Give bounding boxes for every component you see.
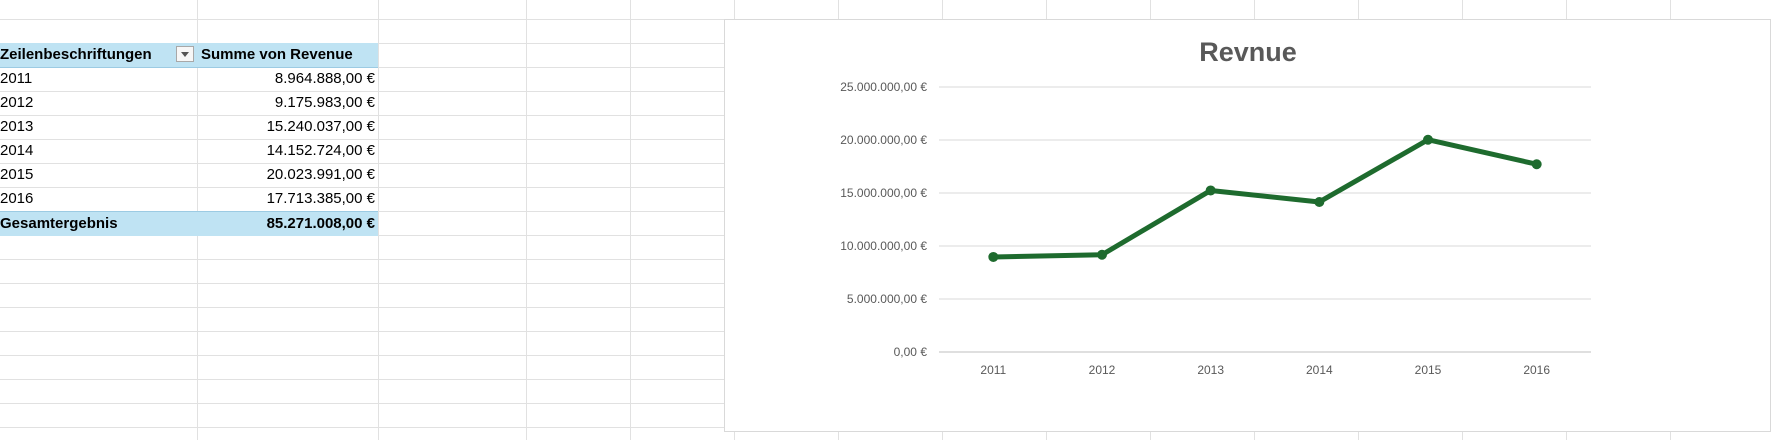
y-tick-label: 15.000.000,00 € [840,186,927,200]
pivot-row: 2013 15.240.037,00 € [0,115,378,139]
chevron-down-icon [181,52,189,57]
y-tick-label: 10.000.000,00 € [840,239,927,253]
pivot-header-row: Zeilenbeschriftungen Summe von Revenue [0,43,378,68]
data-point [1314,196,1325,207]
x-tick-label: 2013 [1197,363,1224,377]
pivot-row-label[interactable]: 2016 [0,190,34,207]
y-tick-label: 0,00 € [894,345,928,359]
pivot-row-value[interactable]: 15.240.037,00 € [266,118,375,135]
chart-plot: Revnue 0,00 € 5.000.000,00 € 10.000.000,00… [840,37,1591,377]
series-line-path [990,137,1540,260]
data-point [1531,159,1542,170]
pivot-row-label[interactable]: 2011 [0,70,33,87]
pivot-row-label[interactable]: 2015 [0,166,34,183]
pivot-row-value[interactable]: 14.152.724,00 € [266,142,375,159]
x-tick-label: 2016 [1523,363,1550,377]
filter-dropdown-button[interactable] [176,46,194,62]
pivot-row-label[interactable]: 2013 [0,118,34,135]
pivot-total-label[interactable]: Gesamtergebnis [0,215,118,232]
revenue-chart[interactable]: Revnue 0,00 € 5.000.000,00 € 10.000.000,00… [724,19,1771,432]
y-axis: 0,00 € 5.000.000,00 € 10.000.000,00 € 15.00… [840,80,927,359]
pivot-row-value[interactable]: 20.023.991,00 € [266,166,375,183]
y-tick-label: 5.000.000,00 € [847,292,927,306]
x-tick-label: 2011 [980,363,1006,377]
pivot-row-value[interactable]: 9.175.983,00 € [274,94,375,111]
pivot-row-label[interactable]: 2012 [0,94,34,111]
pivot-total-value[interactable]: 85.271.008,00 € [266,215,375,232]
pivot-row: 2015 20.023.991,00 € [0,163,378,187]
x-tick-label: 2015 [1415,363,1442,377]
series-line [988,134,1542,262]
data-point [988,251,999,262]
data-point [1423,134,1433,145]
y-gridlines [939,86,1591,353]
pivot-row-label[interactable]: 2014 [0,142,34,159]
pivot-row: 2011 8.964.888,00 € [0,67,378,91]
data-point [1097,249,1107,260]
y-tick-label: 25.000.000,00 € [840,80,927,94]
x-axis: 2011 2012 2013 2014 2015 2016 [980,363,1550,377]
data-point [1205,185,1216,196]
pivot-value-header[interactable]: Summe von Revenue [201,46,353,63]
pivot-row-label-header[interactable]: Zeilenbeschriftungen [0,46,152,63]
pivot-row-value[interactable]: 17.713.385,00 € [266,190,375,207]
chart-title: Revnue [1199,37,1297,67]
pivot-row: 2014 14.152.724,00 € [0,139,378,163]
x-tick-label: 2014 [1306,363,1333,377]
x-tick-label: 2012 [1089,363,1116,377]
y-tick-label: 20.000.000,00 € [840,133,927,147]
pivot-row-value[interactable]: 8.964.888,00 € [274,70,375,87]
pivot-row: 2012 9.175.983,00 € [0,91,378,115]
pivot-total-row: Gesamtergebnis 85.271.008,00 € [0,211,378,236]
pivot-row: 2016 17.713.385,00 € [0,187,378,211]
